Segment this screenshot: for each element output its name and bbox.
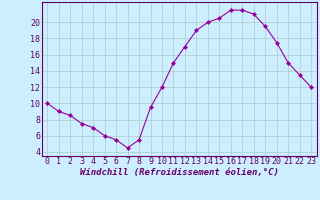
X-axis label: Windchill (Refroidissement éolien,°C): Windchill (Refroidissement éolien,°C) — [80, 168, 279, 177]
